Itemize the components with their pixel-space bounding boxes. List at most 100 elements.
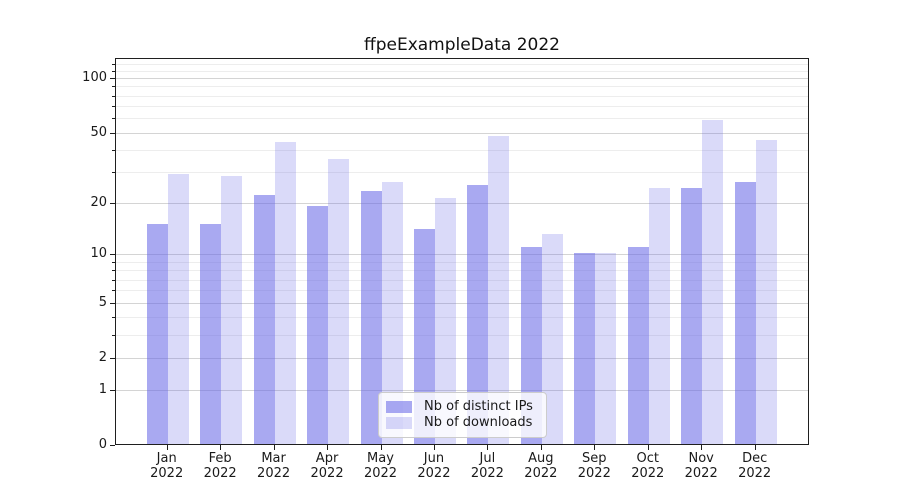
y-tick-mark-minor [112, 172, 115, 174]
y-tick-label: 100 [82, 70, 107, 86]
y-tick-mark-minor [112, 86, 115, 88]
gridline-major [116, 254, 808, 256]
gridline-minor [116, 106, 808, 108]
x-tick-label-jul: Jul 2022 [470, 451, 504, 481]
bar-distinct-ips-apr [307, 205, 329, 444]
x-tick-mark [487, 445, 489, 450]
y-tick-mark [110, 445, 115, 446]
bar-downloads-jul [488, 136, 510, 444]
y-tick-label: 2 [98, 349, 107, 365]
gridline-minor [116, 149, 808, 151]
bar-distinct-ips-jun [413, 228, 435, 444]
y-tick-label: 5 [98, 294, 107, 310]
x-tick-mark [166, 445, 168, 450]
gridline-minor [116, 290, 808, 292]
x-tick-label-jun: Jun 2022 [417, 451, 451, 481]
y-tick-mark-minor [112, 290, 115, 292]
y-tick-mark-minor [112, 334, 115, 336]
bar-downloads-apr [328, 159, 350, 444]
gridline-minor [116, 262, 808, 263]
bar-downloads-jun [434, 198, 456, 444]
bar-distinct-ips-feb [200, 223, 222, 444]
x-tick-label-sep: Sep 2022 [577, 451, 611, 481]
gridline-minor [116, 95, 808, 97]
x-tick-label-aug: Aug 2022 [524, 451, 558, 481]
x-tick-mark [433, 445, 435, 450]
y-tick-mark-minor [112, 70, 115, 72]
bar-downloads-nov [702, 119, 724, 444]
y-tick-mark [110, 78, 115, 80]
y-tick-label: 10 [90, 246, 107, 262]
x-tick-mark [754, 445, 756, 450]
x-tick-mark [380, 445, 382, 450]
x-tick-label-dec: Dec 2022 [738, 451, 772, 481]
bar-distinct-ips-oct [627, 246, 649, 444]
y-tick-mark-minor [112, 118, 115, 120]
gridline-minor [116, 279, 808, 281]
y-tick-mark-minor [112, 317, 115, 319]
y-tick-mark [110, 254, 115, 256]
bar-downloads-may [381, 182, 403, 444]
bar-downloads-oct [648, 188, 670, 444]
bar-distinct-ips-may [360, 191, 382, 444]
y-tick-mark-minor [112, 106, 115, 108]
gridline-minor [116, 118, 808, 120]
gridline-major [116, 132, 808, 134]
bar-downloads-aug [541, 234, 563, 444]
y-tick-label: 1 [98, 381, 107, 397]
legend-swatch-distinct-ips-icon [386, 401, 412, 413]
y-tick-label: 0 [98, 437, 107, 452]
x-tick-mark [327, 445, 329, 450]
y-tick-mark [110, 132, 115, 134]
y-tick-mark-minor [112, 270, 115, 272]
bar-distinct-ips-jan [146, 223, 168, 444]
plot-area [115, 58, 809, 445]
x-tick-label-nov: Nov 2022 [684, 451, 718, 481]
x-tick-label-jan: Jan 2022 [150, 451, 184, 481]
legend-label-downloads: Nb of downloads [424, 415, 533, 430]
gridline-major [116, 302, 808, 304]
gridline-minor [116, 172, 808, 174]
gridline-major [116, 203, 808, 205]
y-tick-mark [110, 357, 115, 359]
bar-downloads-dec [755, 139, 777, 444]
y-tick-mark-minor [112, 95, 115, 97]
x-tick-label-mar: Mar 2022 [257, 451, 291, 481]
bar-distinct-ips-mar [253, 194, 275, 444]
x-tick-label-feb: Feb 2022 [203, 451, 237, 481]
x-tick-label-apr: Apr 2022 [310, 451, 344, 481]
gridline-minor [116, 334, 808, 336]
x-tick-label-may: May 2022 [363, 451, 398, 481]
gridline-minor [116, 86, 808, 88]
y-tick-label: 20 [90, 195, 107, 211]
x-tick-mark [540, 445, 542, 450]
y-tick-mark [110, 203, 115, 205]
gridline-minor [116, 70, 808, 72]
bar-downloads-feb [221, 176, 243, 444]
x-tick-mark [594, 445, 596, 450]
legend-label-distinct-ips: Nb of distinct IPs [424, 399, 533, 414]
gridline-major [116, 78, 808, 80]
gridline-minor [116, 317, 808, 319]
legend-swatch-downloads-icon [386, 417, 412, 429]
y-tick-mark-minor [112, 279, 115, 281]
y-tick-mark [110, 389, 115, 391]
y-tick-mark-minor [112, 63, 115, 65]
x-tick-mark [647, 445, 649, 450]
y-tick-mark [110, 302, 115, 304]
y-tick-label: 50 [90, 124, 107, 140]
x-tick-mark [273, 445, 275, 450]
bar-downloads-jan [167, 173, 189, 444]
x-tick-mark [220, 445, 222, 450]
gridline-minor [116, 270, 808, 272]
y-tick-mark-minor [112, 262, 115, 263]
x-tick-label-oct: Oct 2022 [631, 451, 665, 481]
gridline-major [116, 357, 808, 359]
y-tick-mark-minor [112, 149, 115, 151]
chart-title: ffpeExampleData 2022 [364, 35, 560, 55]
legend: Nb of distinct IPs Nb of downloads [378, 392, 547, 438]
bar-distinct-ips-dec [734, 182, 756, 444]
bar-downloads-mar [274, 141, 296, 444]
gridline-major [116, 389, 808, 391]
